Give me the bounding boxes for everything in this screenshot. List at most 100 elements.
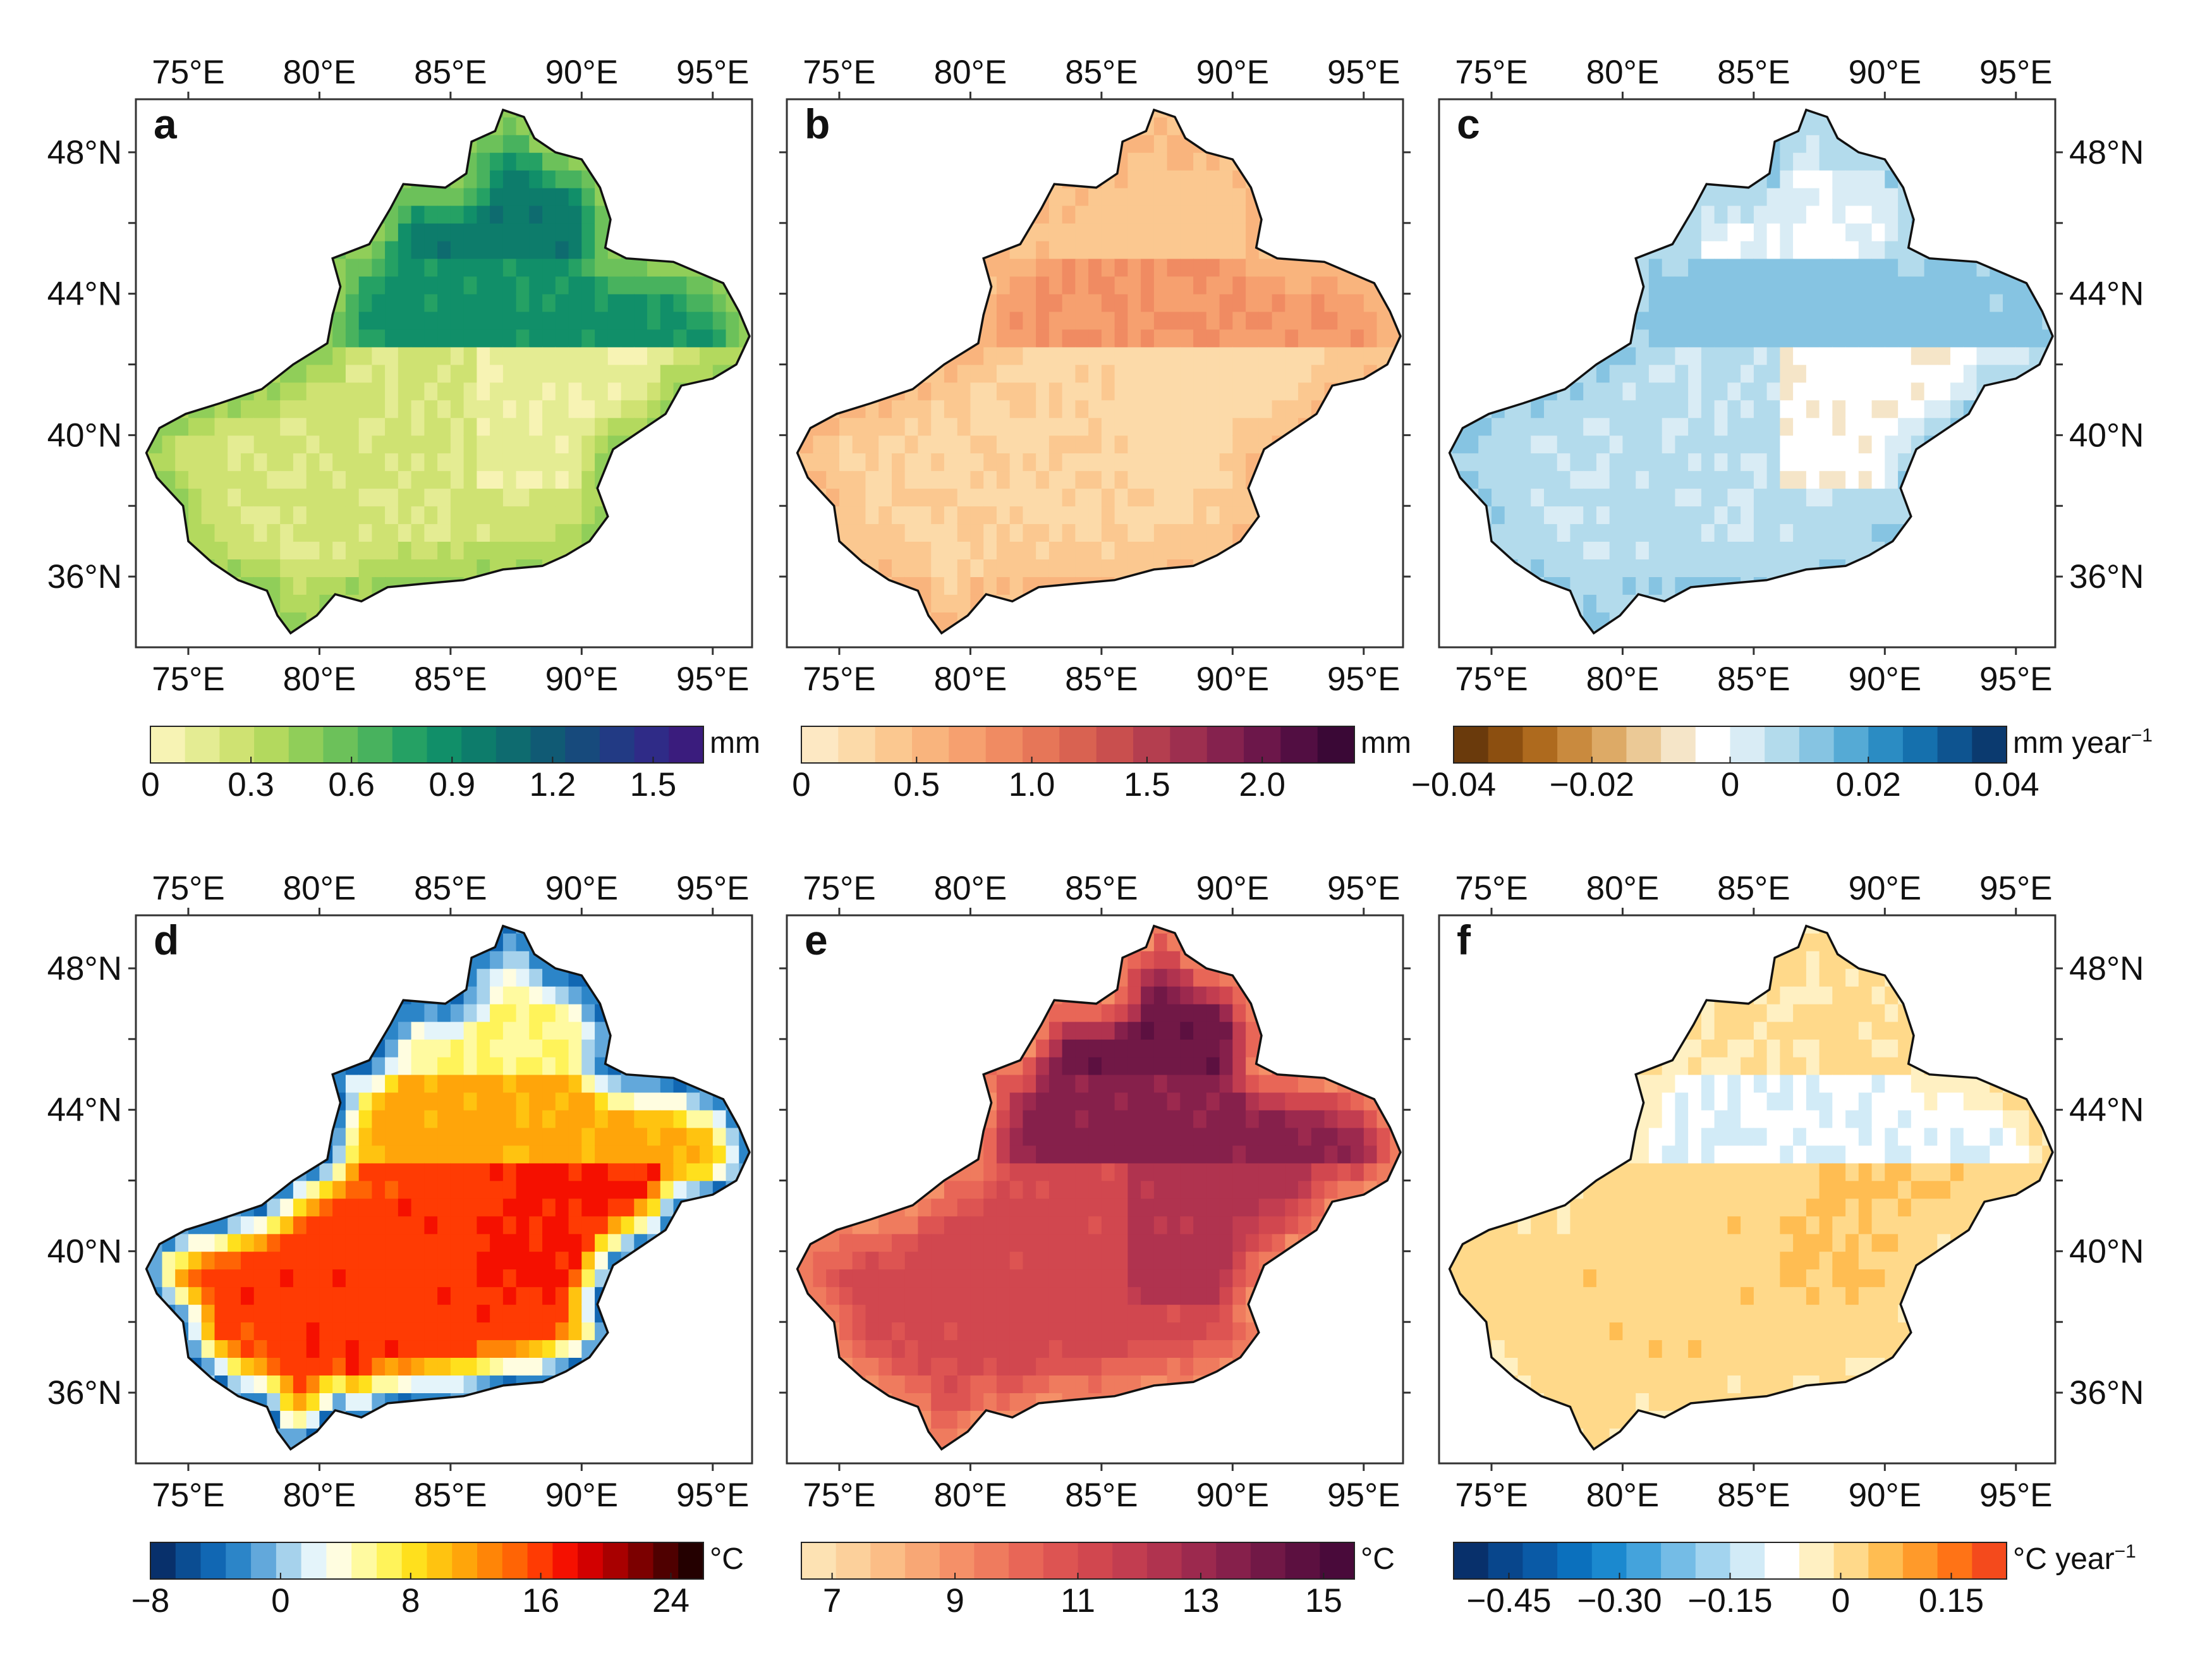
- heat-cell: [463, 205, 478, 224]
- heat-cell: [1141, 223, 1155, 241]
- heat-cell: [1885, 470, 1899, 489]
- heat-cell: [1911, 470, 1925, 489]
- heat-cell: [2015, 311, 2030, 330]
- heat-cell: [983, 364, 997, 383]
- heat-cell: [1636, 1286, 1650, 1305]
- heat-cell: [1141, 1251, 1155, 1270]
- heat-cell: [865, 576, 879, 595]
- heat-cell: [555, 985, 569, 1004]
- heat-cell: [1114, 1375, 1129, 1393]
- heat-cell: [502, 382, 517, 401]
- heat-cell: [1492, 1269, 1505, 1288]
- heat-cell: [345, 1162, 360, 1181]
- heat-cell: [826, 1251, 840, 1270]
- heat-cell: [542, 1304, 556, 1323]
- heat-cell: [1950, 364, 1964, 383]
- heat-cell: [1937, 400, 1951, 418]
- heat-cell: [1911, 382, 1925, 401]
- lat-tick-label: 44°N: [47, 1092, 122, 1129]
- heat-cell: [1127, 541, 1141, 559]
- heat-cell: [1246, 968, 1260, 987]
- heat-cell: [1153, 933, 1168, 951]
- heat-cell: [1127, 1286, 1141, 1305]
- heat-cell: [529, 506, 543, 525]
- heat-cell: [1141, 541, 1155, 559]
- lon-tick-label: 90°E: [1196, 1477, 1270, 1514]
- heat-cell: [411, 1162, 425, 1181]
- heat-cell: [1701, 1357, 1715, 1375]
- heat-cell: [1324, 311, 1338, 330]
- heat-cell: [293, 1216, 307, 1235]
- heat-cell: [1180, 1357, 1194, 1375]
- heat-cell: [1648, 400, 1663, 418]
- heat-cell: [1741, 1251, 1754, 1270]
- heat-cell: [1780, 488, 1794, 507]
- heat-cell: [797, 1286, 801, 1305]
- heat-cell: [581, 523, 595, 542]
- heat-cell: [555, 1003, 569, 1022]
- heat-cell: [1622, 293, 1636, 312]
- heat-cell: [944, 1216, 958, 1235]
- heat-cell: [385, 985, 399, 1004]
- heat-cell: [1898, 223, 1912, 241]
- heat-cell: [490, 1092, 504, 1111]
- colorbar-swatch: [1557, 726, 1593, 763]
- heat-cell: [1609, 364, 1624, 383]
- heat-cell: [1048, 346, 1063, 365]
- heat-cell: [385, 1216, 399, 1235]
- heat-cell: [1114, 240, 1129, 259]
- heat-cell: [1688, 400, 1702, 418]
- heat-cell: [1088, 205, 1102, 224]
- heat-cell: [1088, 1304, 1102, 1323]
- heat-cell: [372, 1286, 386, 1305]
- heat-cell: [1492, 417, 1505, 436]
- heat-cell: [345, 1109, 360, 1128]
- heat-cell: [634, 1162, 648, 1181]
- heat-cell: [424, 470, 438, 489]
- heat-cell: [1780, 240, 1794, 259]
- heat-cell: [673, 1162, 687, 1181]
- heat-cell: [345, 1198, 360, 1217]
- heat-cell: [437, 364, 451, 383]
- heat-cell: [358, 612, 373, 630]
- heat-cell: [1675, 1198, 1689, 1217]
- heat-cell: [1753, 506, 1768, 525]
- heat-cell: [1832, 470, 1846, 489]
- heat-cell: [1075, 453, 1089, 472]
- heat-cell: [1963, 364, 1978, 383]
- heat-cell: [529, 1180, 543, 1199]
- heat-cell: [1753, 1127, 1768, 1146]
- heat-cell: [595, 364, 609, 383]
- heat-cell: [673, 1056, 687, 1075]
- heat-cell: [1793, 293, 1807, 312]
- heat-cell: [555, 453, 569, 472]
- heat-cell: [555, 523, 569, 542]
- heat-cell: [1048, 1145, 1063, 1164]
- heat-cell: [1167, 382, 1181, 401]
- heat-cell: [1688, 1109, 1702, 1128]
- heat-cell: [1075, 1127, 1089, 1146]
- heat-cell: [463, 470, 478, 489]
- heat-cell: [1517, 470, 1531, 489]
- heat-cell: [1127, 435, 1141, 454]
- heat-cell: [1075, 1003, 1089, 1022]
- heat-cell: [996, 1357, 1011, 1375]
- heat-cell: [878, 1251, 892, 1270]
- heat-cell: [1311, 1145, 1325, 1164]
- heat-cell: [332, 1145, 346, 1164]
- colorbar-swatch: [1206, 726, 1244, 763]
- heat-cell: [581, 1056, 595, 1075]
- heat-cell: [345, 1251, 360, 1270]
- heat-cell: [1246, 1233, 1260, 1252]
- heat-cell: [1167, 968, 1181, 987]
- heat-cell: [398, 329, 412, 348]
- heat-cell: [1311, 1198, 1325, 1217]
- heat-cell: [1662, 258, 1676, 277]
- heat-cell: [477, 576, 490, 595]
- heat-cell: [686, 364, 700, 383]
- heat-cell: [450, 1198, 465, 1217]
- heat-cell: [1701, 1092, 1715, 1111]
- heat-cell: [1153, 435, 1168, 454]
- heat-cell: [450, 950, 465, 969]
- heat-cell: [607, 523, 622, 542]
